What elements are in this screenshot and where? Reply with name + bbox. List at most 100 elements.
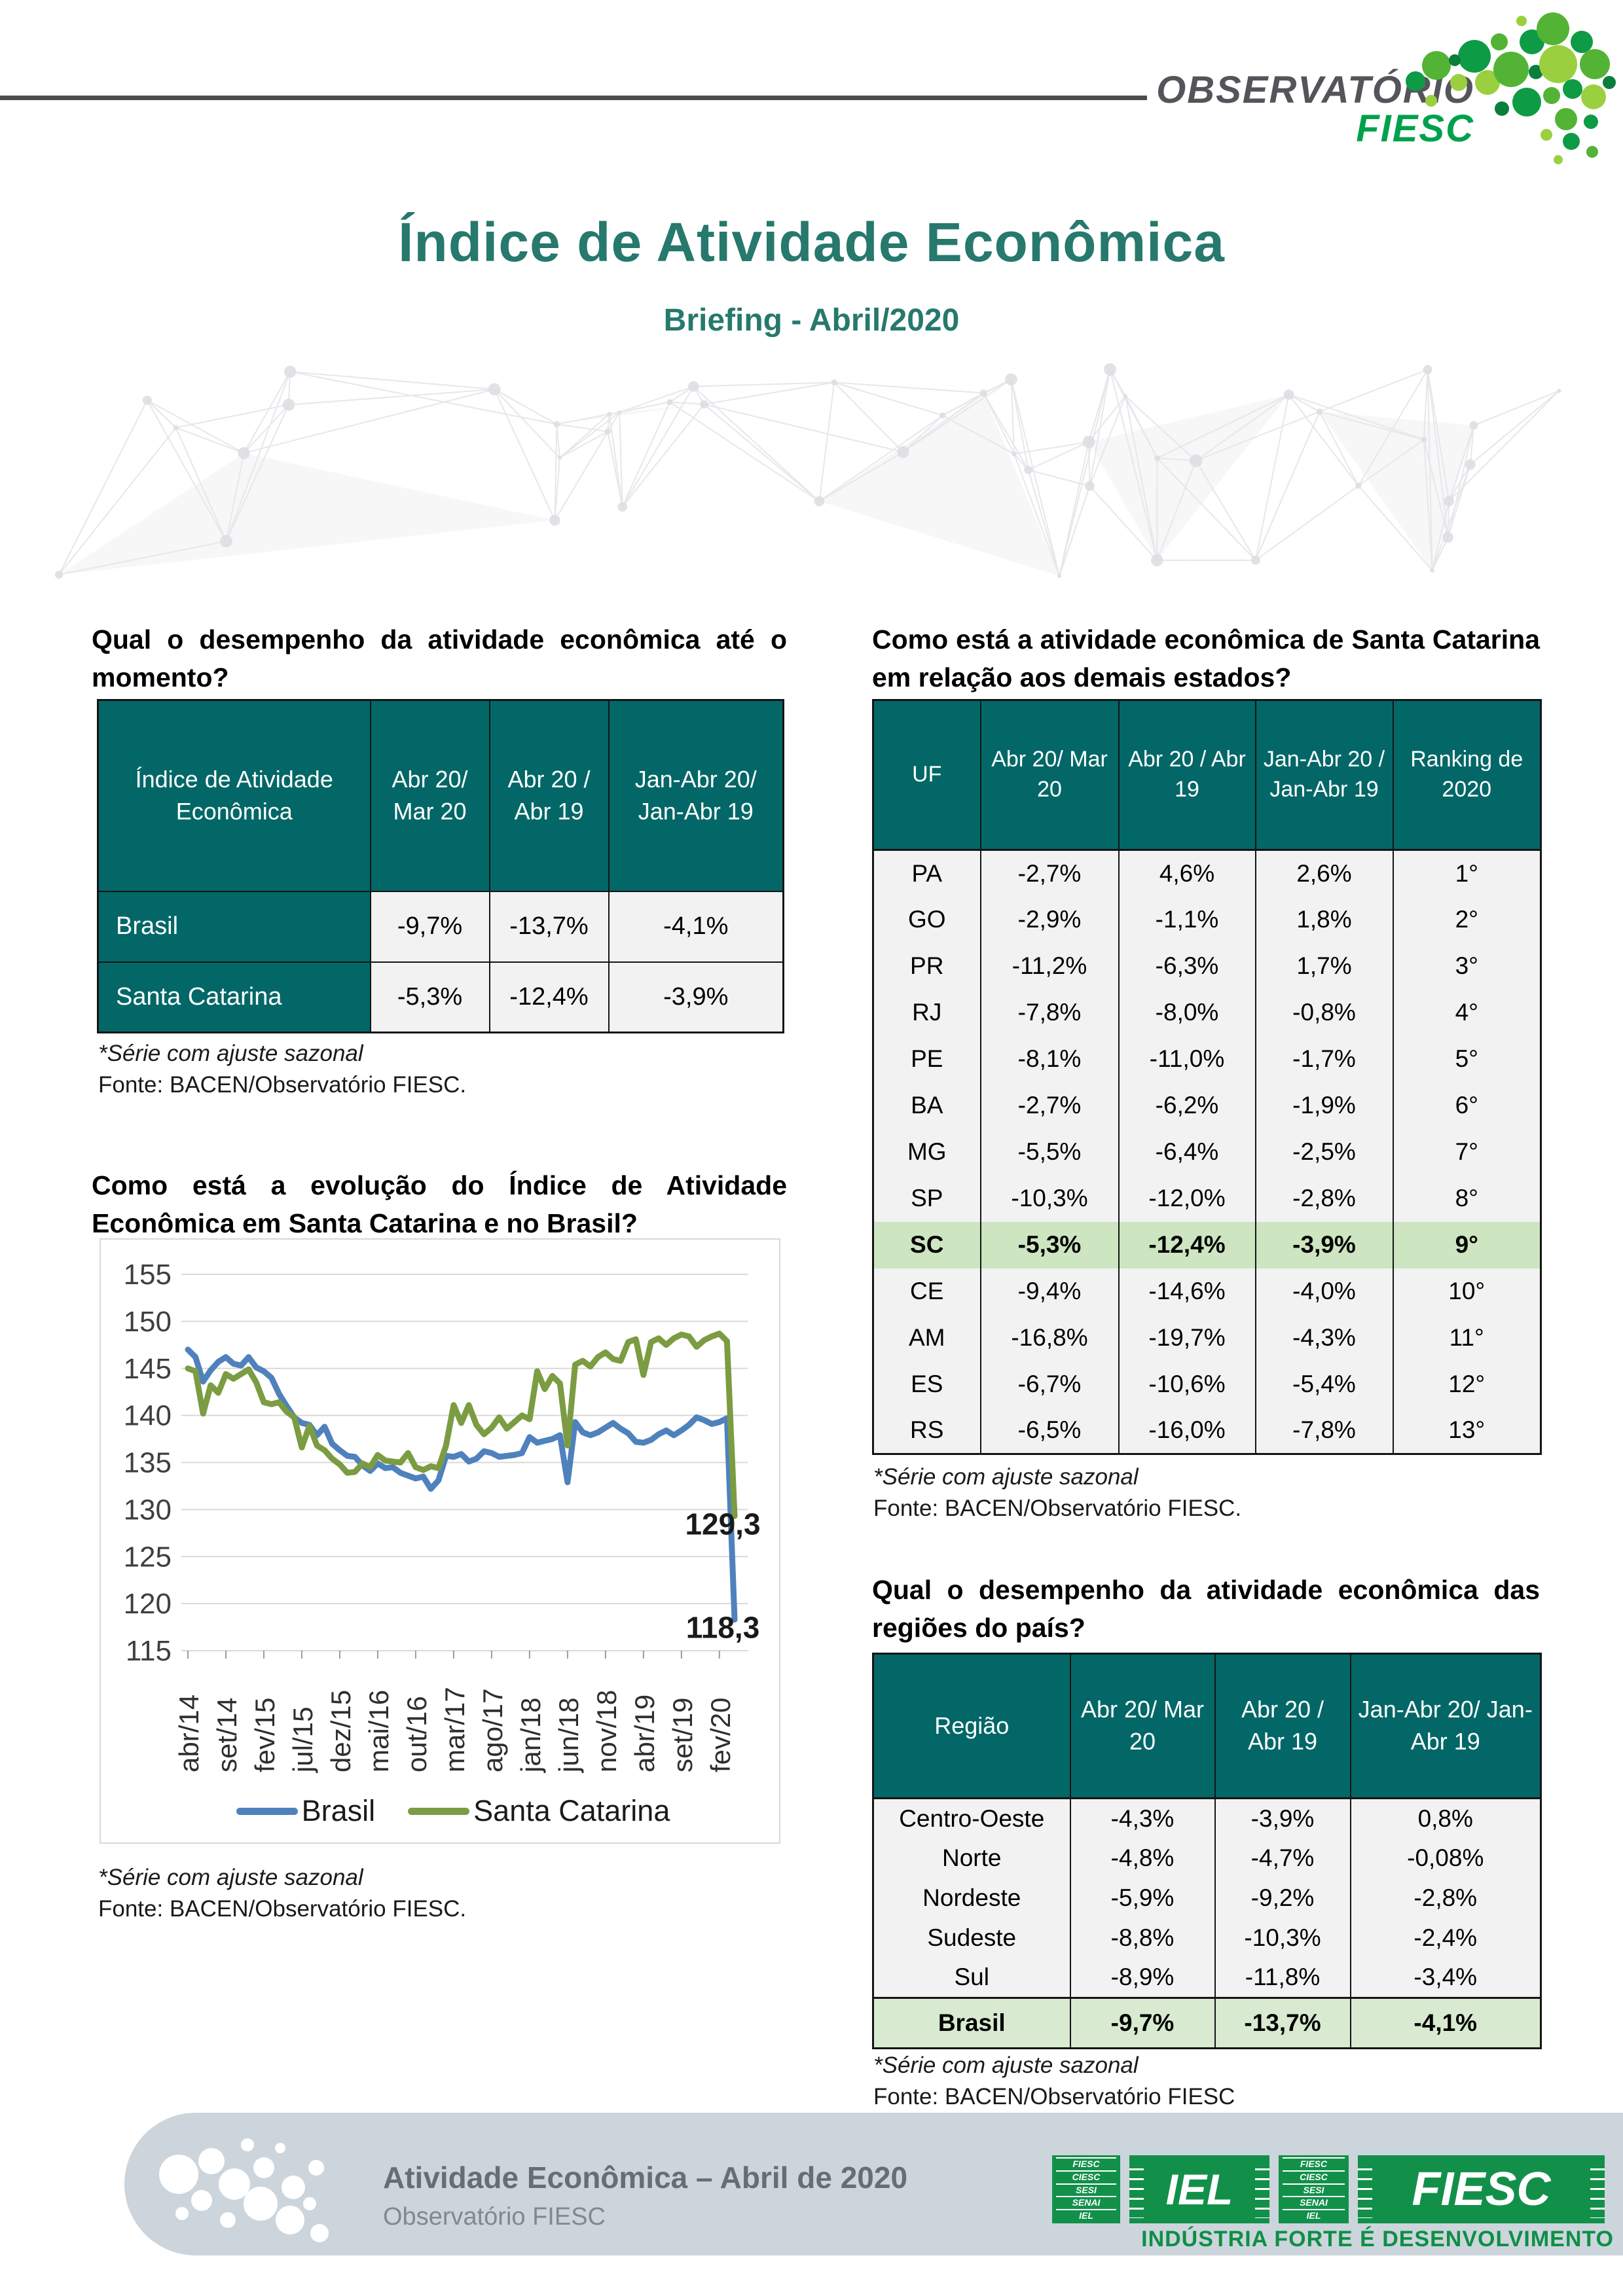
table-cell: -12,4% — [1118, 1221, 1256, 1268]
table-cell: 12° — [1392, 1361, 1542, 1408]
svg-text:dez/15: dez/15 — [325, 1690, 356, 1772]
table-cell: 9° — [1392, 1221, 1542, 1268]
table-cell: 3° — [1392, 942, 1542, 990]
table-cell: -4,3% — [1254, 1314, 1394, 1361]
uf-ranking-table: UF Abr 20/ Mar 20 Abr 20 / Abr 19 Jan-Ab… — [872, 699, 1542, 1455]
table-cell: -3,9% — [1214, 1798, 1351, 1839]
logo-entity-label: SENAI — [1056, 2196, 1116, 2208]
row-label: AM — [872, 1314, 981, 1361]
iel-logo: IEL — [1129, 2155, 1269, 2223]
row-label: MG — [872, 1128, 981, 1175]
table-cell: -2,5% — [1254, 1128, 1394, 1175]
svg-text:129,3: 129,3 — [685, 1507, 760, 1541]
table-cell: -7,8% — [979, 989, 1120, 1036]
column-header: Jan-Abr 20 / Jan-Abr 19 — [1254, 699, 1394, 851]
table-row: Nordeste -5,9% -9,2% -2,8% — [872, 1878, 1542, 1918]
row-label: Brasil — [872, 1997, 1071, 2049]
svg-text:125: 125 — [124, 1541, 172, 1573]
column-header: Jan-Abr 20/ Jan-Abr 19 — [608, 699, 784, 892]
table-row: AM -16,8% -19,7% -4,3% 11° — [872, 1314, 1542, 1361]
logo-entity-label: FIESC — [1283, 2157, 1345, 2170]
table-cell: -10,3% — [1214, 1918, 1351, 1958]
svg-text:ago/17: ago/17 — [477, 1689, 508, 1772]
table-cell: -1,7% — [1254, 1035, 1394, 1083]
column-header: Abr 20/ Mar 20 — [1069, 1653, 1216, 1799]
table-cell: -13,7% — [488, 890, 610, 963]
table-cell: -4,3% — [1069, 1798, 1216, 1839]
svg-text:mai/16: mai/16 — [363, 1690, 394, 1772]
logo-stripes — [1358, 2161, 1372, 2218]
table-cell: -10,3% — [979, 1175, 1120, 1222]
table-cell: -3,4% — [1349, 1958, 1542, 1998]
table-cell: -9,7% — [369, 890, 490, 963]
table-row: BA -2,7% -6,2% -1,9% 6° — [872, 1082, 1542, 1129]
page-subtitle: Briefing - Abril/2020 — [663, 303, 960, 338]
table-cell: -6,7% — [979, 1361, 1120, 1408]
row-label: ES — [872, 1361, 981, 1408]
table-cell: -5,9% — [1069, 1878, 1216, 1918]
table-cell: -16,0% — [1118, 1407, 1256, 1454]
region-table-header-row: Região Abr 20/ Mar 20 Abr 20 / Abr 19 Ja… — [872, 1653, 1542, 1799]
svg-text:130: 130 — [124, 1494, 172, 1526]
fiesc-entities-logo: FIESC CIESC SESI SENAI IEL — [1279, 2155, 1349, 2223]
logo-entity-label: IEL — [1056, 2209, 1116, 2221]
legend-item: Brasil — [236, 1794, 376, 1828]
table-row: RS -6,5% -16,0% -7,8% 13° — [872, 1407, 1542, 1454]
region-table: Região Abr 20/ Mar 20 Abr 20 / Abr 19 Ja… — [872, 1653, 1542, 2049]
row-label: PR — [872, 942, 981, 990]
iel-entities-logo: FIESC CIESC SESI SENAI IEL — [1052, 2155, 1120, 2223]
table-cell: -4,7% — [1214, 1838, 1351, 1878]
table-row: CE -9,4% -14,6% -4,0% 10° — [872, 1268, 1542, 1315]
row-label: SP — [872, 1175, 981, 1222]
footnote: *Série com ajuste sazonal Fonte: BACEN/O… — [98, 1862, 466, 1926]
logo-stripes — [1590, 2161, 1605, 2218]
svg-text:mar/17: mar/17 — [439, 1687, 470, 1772]
legend-label: Brasil — [301, 1794, 376, 1827]
table-row: SC -5,3% -12,4% -3,9% 9° — [872, 1221, 1542, 1268]
footnote-source: Fonte: BACEN/Observatório FIESC. — [98, 1896, 467, 1922]
svg-text:155: 155 — [124, 1259, 172, 1291]
row-label: CE — [872, 1268, 981, 1315]
table-cell: -5,5% — [979, 1128, 1120, 1175]
row-label: RS — [872, 1407, 981, 1454]
table-cell: -2,8% — [1349, 1878, 1542, 1918]
column-header: Abr 20/ Mar 20 — [979, 699, 1120, 851]
legend-item: Santa Catarina — [408, 1794, 670, 1828]
table-cell: 7° — [1392, 1128, 1542, 1175]
table-cell: 11° — [1392, 1314, 1542, 1361]
table-cell: 1,7% — [1254, 942, 1394, 990]
fiesc-logo: FIESC — [1358, 2155, 1605, 2223]
row-label: GO — [872, 896, 981, 943]
indice-table: Índice de Atividade Econômica Abr 20/ Ma… — [97, 699, 784, 1033]
logo-entity-label: IEL — [1283, 2209, 1345, 2221]
svg-text:120: 120 — [124, 1588, 172, 1620]
table-cell: 0,8% — [1349, 1798, 1542, 1839]
column-header: Ranking de 2020 — [1392, 699, 1542, 851]
table-cell: 10° — [1392, 1268, 1542, 1315]
table-row: Santa Catarina -5,3% -12,4% -3,9% — [97, 961, 784, 1033]
row-label: Norte — [872, 1838, 1071, 1878]
table-cell: -9,2% — [1214, 1878, 1351, 1918]
table-cell: -2,7% — [979, 850, 1120, 897]
table-cell: -12,4% — [488, 961, 610, 1033]
footnote: *Série com ajuste sazonal Fonte: BACEN/O… — [873, 2050, 1235, 2113]
footnote-source: Fonte: BACEN/Observatório FIESC. — [873, 1496, 1242, 1522]
logo-entity-label: CIESC — [1056, 2170, 1116, 2183]
table-cell: -9,4% — [979, 1268, 1120, 1315]
page-title: Índice de Atividade Econômica — [398, 211, 1225, 273]
iel-logo-text: IEL — [1165, 2165, 1233, 2214]
table-cell: -10,6% — [1118, 1361, 1256, 1408]
table-cell: -11,2% — [979, 942, 1120, 990]
line-chart-panel: 115 120 125 130 135 140 145 150 155 abr/14 set/14 f… — [100, 1238, 780, 1844]
table-cell: -8,0% — [1118, 989, 1256, 1036]
logo-entity-label: FIESC — [1056, 2157, 1116, 2170]
fiesc-logo-text: FIESC — [1412, 2163, 1551, 2215]
table-cell: -5,3% — [979, 1221, 1120, 1268]
logo-stripes — [1255, 2161, 1269, 2218]
svg-text:jan/18: jan/18 — [515, 1698, 546, 1774]
table-row: Centro-Oeste -4,3% -3,9% 0,8% — [872, 1798, 1542, 1839]
table-cell: 5° — [1392, 1035, 1542, 1083]
table-row: Brasil -9,7% -13,7% -4,1% — [872, 1997, 1542, 2049]
